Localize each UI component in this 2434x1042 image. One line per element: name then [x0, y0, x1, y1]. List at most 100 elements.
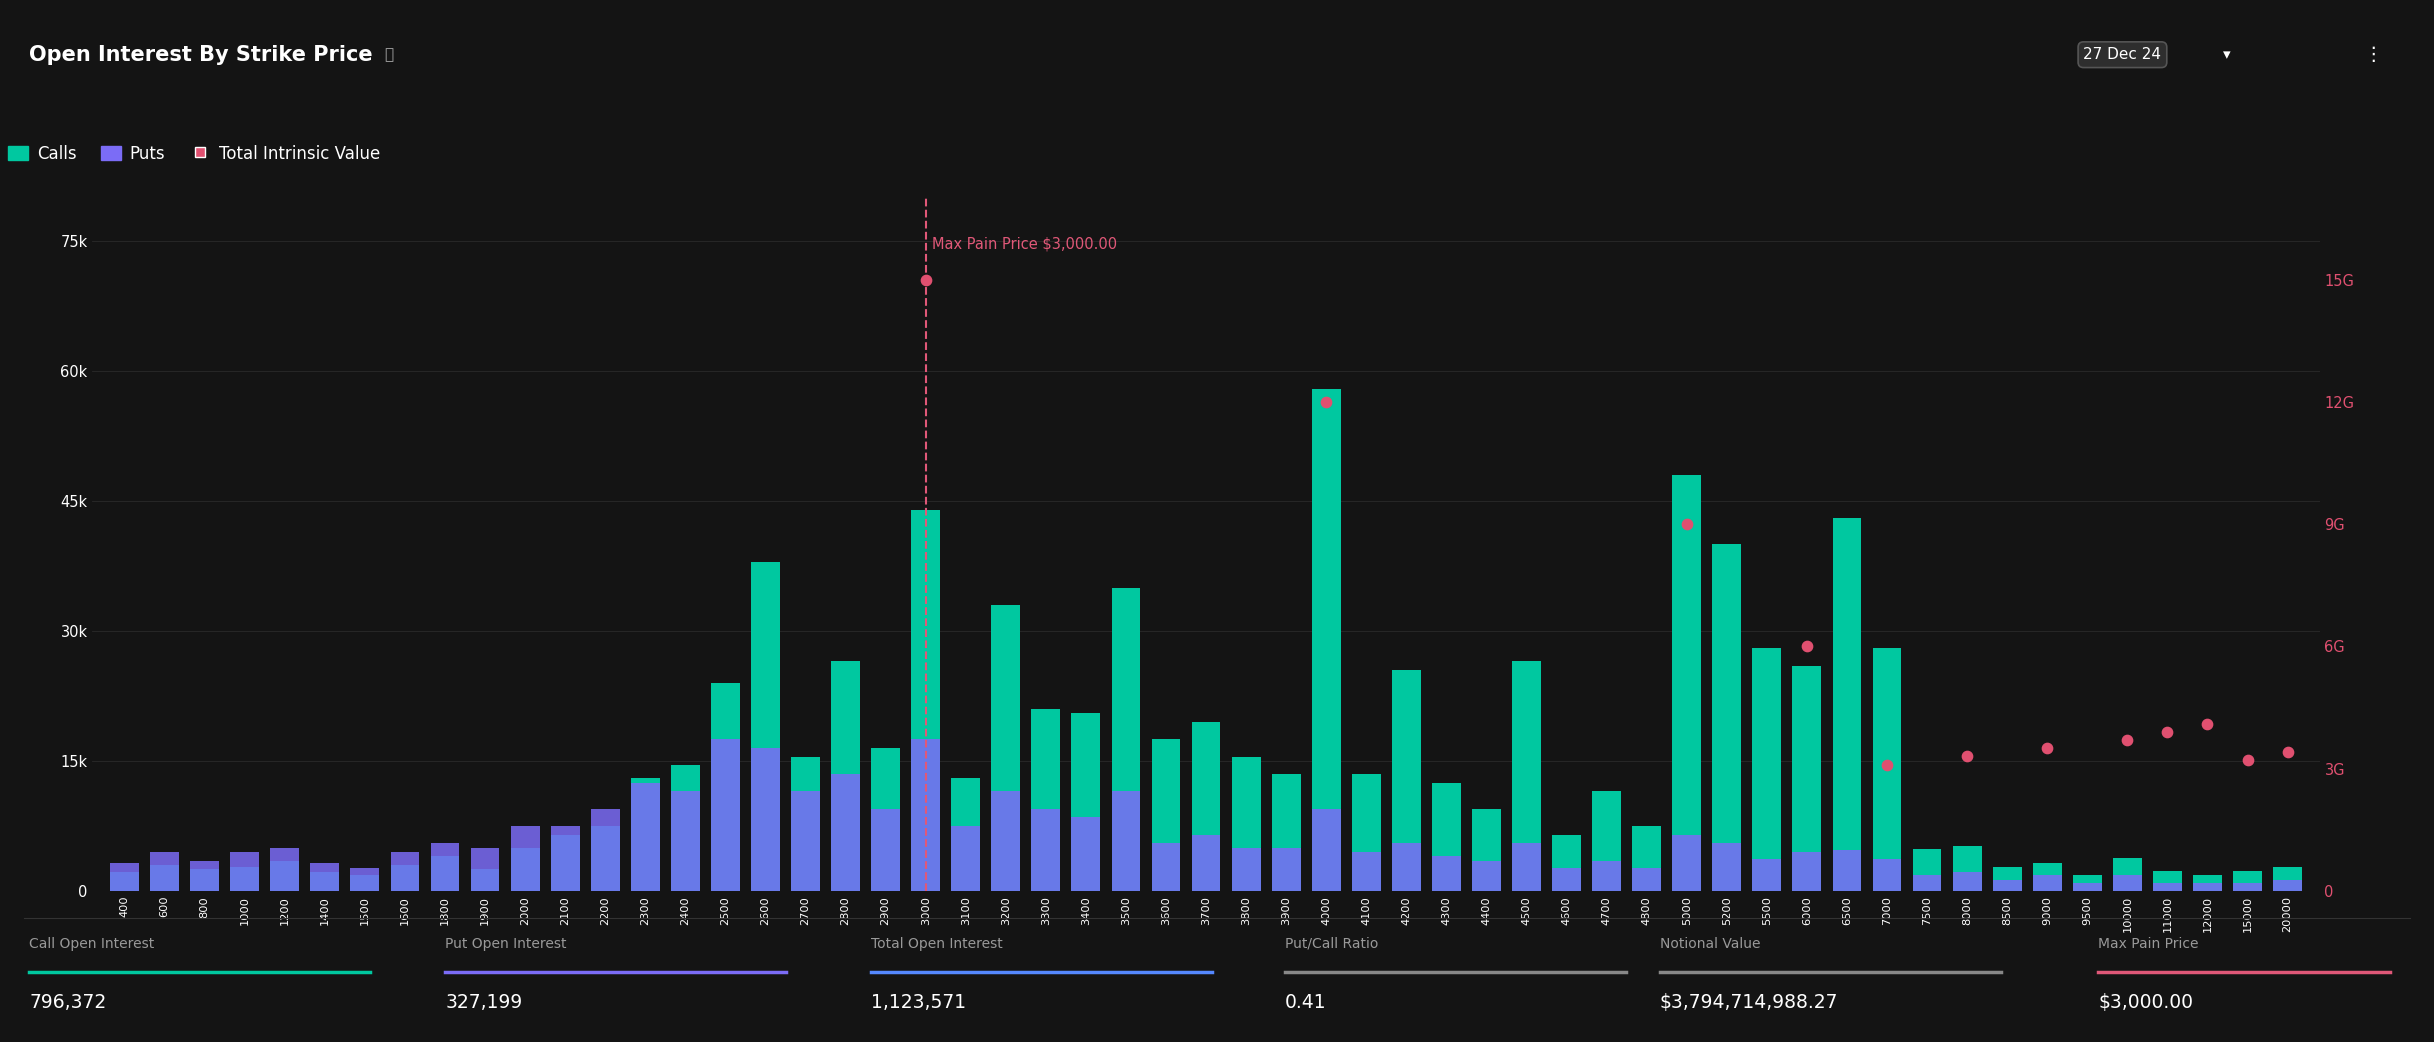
Text: Put/Call Ratio: Put/Call Ratio: [1285, 937, 1378, 950]
Bar: [952, 778, 981, 891]
Text: 796,372: 796,372: [29, 993, 107, 1012]
Bar: [511, 826, 540, 891]
Bar: [2193, 875, 2222, 891]
Bar: [190, 869, 219, 891]
Bar: [350, 868, 380, 891]
Bar: [1312, 389, 1341, 891]
Bar: [1071, 817, 1100, 891]
Point: [2268, 744, 2307, 761]
Bar: [1714, 843, 1740, 891]
Bar: [431, 843, 460, 891]
Bar: [711, 684, 740, 891]
Bar: [231, 852, 258, 891]
Point: [1787, 638, 1826, 654]
Bar: [991, 605, 1020, 891]
Bar: [1672, 475, 1701, 891]
Bar: [1193, 722, 1219, 891]
Bar: [752, 562, 779, 891]
Bar: [2074, 875, 2101, 891]
Text: ⋮: ⋮: [2363, 45, 2383, 65]
Bar: [1791, 666, 1821, 891]
Bar: [1553, 835, 1582, 891]
Bar: [2273, 879, 2303, 891]
Text: Max Pain Price: Max Pain Price: [2098, 937, 2198, 950]
Point: [1867, 756, 1906, 773]
Bar: [231, 867, 258, 891]
Bar: [871, 809, 901, 891]
Bar: [1672, 835, 1701, 891]
Bar: [1193, 835, 1219, 891]
Bar: [1791, 852, 1821, 891]
Bar: [151, 852, 180, 891]
Bar: [1392, 670, 1421, 891]
Bar: [1351, 774, 1380, 891]
Bar: [2113, 858, 2142, 891]
Text: Max Pain Price $3,000.00: Max Pain Price $3,000.00: [932, 237, 1117, 252]
Bar: [2074, 884, 2101, 891]
Bar: [1872, 859, 1901, 891]
Bar: [151, 865, 180, 891]
Bar: [350, 875, 380, 891]
Point: [2227, 752, 2266, 769]
Bar: [1752, 648, 1782, 891]
Text: Put Open Interest: Put Open Interest: [445, 937, 567, 950]
Bar: [2154, 871, 2181, 891]
Bar: [1151, 740, 1180, 891]
Bar: [312, 872, 338, 891]
Text: Open Interest By Strike Price: Open Interest By Strike Price: [29, 45, 372, 65]
Text: ⓘ: ⓘ: [385, 47, 394, 63]
Point: [2028, 740, 2066, 756]
Bar: [550, 835, 579, 891]
Bar: [630, 783, 660, 891]
Bar: [1952, 846, 1981, 891]
Bar: [2032, 863, 2062, 891]
Bar: [110, 863, 139, 891]
Legend: Calls, Puts, Total Intrinsic Value: Calls, Puts, Total Intrinsic Value: [7, 145, 380, 163]
Text: Call Open Interest: Call Open Interest: [29, 937, 153, 950]
Text: Total Open Interest: Total Open Interest: [871, 937, 1003, 950]
Text: 327,199: 327,199: [445, 993, 523, 1012]
Bar: [1473, 861, 1502, 891]
Bar: [2193, 884, 2222, 891]
Point: [1947, 748, 1986, 765]
Bar: [1431, 783, 1460, 891]
Bar: [1553, 868, 1582, 891]
Bar: [1633, 868, 1660, 891]
Bar: [1271, 774, 1300, 891]
Bar: [1351, 852, 1380, 891]
Bar: [389, 865, 419, 891]
Bar: [630, 778, 660, 891]
Bar: [1714, 544, 1740, 891]
Bar: [1993, 879, 2023, 891]
Bar: [672, 765, 699, 891]
Bar: [1271, 847, 1300, 891]
Bar: [591, 826, 621, 891]
Bar: [1993, 867, 2023, 891]
Bar: [1312, 809, 1341, 891]
Bar: [1392, 843, 1421, 891]
Bar: [672, 791, 699, 891]
Bar: [752, 748, 779, 891]
Bar: [110, 872, 139, 891]
Bar: [1032, 809, 1061, 891]
Bar: [711, 740, 740, 891]
Bar: [2232, 871, 2261, 891]
Bar: [1833, 850, 1862, 891]
Bar: [2232, 884, 2261, 891]
Bar: [1112, 588, 1142, 891]
Bar: [910, 740, 940, 891]
Bar: [431, 857, 460, 891]
Bar: [1872, 648, 1901, 891]
Bar: [389, 852, 419, 891]
Bar: [511, 847, 540, 891]
Text: 0.41: 0.41: [1285, 993, 1327, 1012]
Text: Notional Value: Notional Value: [1660, 937, 1760, 950]
Bar: [1232, 847, 1261, 891]
Bar: [991, 791, 1020, 891]
Bar: [1151, 843, 1180, 891]
Bar: [270, 861, 299, 891]
Bar: [1833, 519, 1862, 891]
Bar: [1913, 875, 1942, 891]
Text: $3,000.00: $3,000.00: [2098, 993, 2193, 1012]
Bar: [1071, 714, 1100, 891]
